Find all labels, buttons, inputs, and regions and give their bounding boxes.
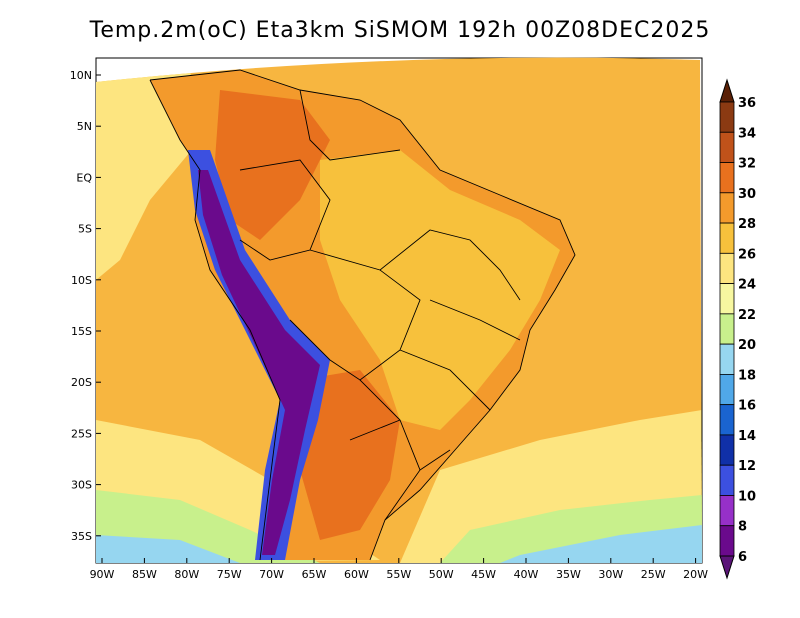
lat-tick-label: 15S [71,325,92,338]
colorbar-label: 36 [738,96,756,111]
land-hot-south [300,370,400,540]
colorbar-segment [719,283,735,315]
colorbar-top-arrow [719,78,735,103]
lat-tick-label: 5S [78,223,92,236]
colorbar-segment [719,464,735,496]
colorbar-label: 6 [738,550,747,565]
colorbar-segment [719,192,735,224]
andes-cold-band [198,170,320,555]
lon-tick-label: 80W [174,568,199,581]
colorbar-label: 32 [738,157,756,172]
colorbar-segment [719,404,735,436]
colorbar-label: 10 [738,489,756,504]
lon-tick-label: 25W [641,568,666,581]
colorbar-segment [719,495,735,527]
colorbar-label: 30 [738,187,756,202]
colorbar-label: 12 [738,459,756,474]
colorbar-label: 8 [738,520,747,535]
lon-tick-label: 45W [471,568,496,581]
ocean-cold-southeast [500,525,702,563]
lon-tick-label: 55W [386,568,411,581]
country-borders [149,69,576,561]
map-title: Temp.2m(oC) Eta3km SiSMOM 192h 00Z08DEC2… [89,18,711,43]
lon-tick-label: 30W [598,568,623,581]
lat-tick-label: 35S [71,530,92,543]
colorbar-segment [719,252,735,284]
lat-tick-label: 30S [71,479,92,492]
land-brazil-interior [320,150,560,430]
lon-tick-label: 65W [302,568,327,581]
lon-tick-label: 20W [683,568,708,581]
lat-tick-label: EQ [76,171,92,184]
lat-tick-label: 25S [71,427,92,440]
longitude-axis: 90W 85W 80W 75W 70W 65W 60W 55W 50W 45W 40W 35W 30W 2… [90,558,708,581]
lat-tick-label: 10S [71,274,92,287]
lat-tick-label: 20S [71,376,92,389]
colorbar-label: 24 [738,278,756,293]
lat-tick-label: 5N [77,120,92,133]
colorbar-segment [719,434,735,466]
colorbar: 36 34 32 30 28 26 24 22 20 18 16 14 12 10 8 6 [719,78,756,580]
colorbar-segment [719,101,735,133]
lon-tick-label: 75W [217,568,242,581]
colorbar-label: 34 [738,126,756,141]
colorbar-bottom-arrow [719,555,735,580]
lon-tick-label: 85W [132,568,157,581]
lon-tick-label: 40W [514,568,539,581]
lon-tick-label: 35W [556,568,581,581]
lon-tick-label: 50W [429,568,454,581]
temperature-field [96,57,702,563]
lon-tick-label: 90W [90,568,115,581]
latitude-axis: 10N 5N EQ 5S 10S 15S 20S 25S 30S 35S [70,69,101,543]
colorbar-label: 18 [738,368,756,383]
lon-tick-label: 70W [259,568,284,581]
colorbar-label: 20 [738,338,756,353]
lat-tick-label: 10N [70,69,92,82]
colorbar-label: 28 [738,217,756,232]
colorbar-segment [719,131,735,163]
lon-tick-label: 60W [344,568,369,581]
colorbar-label: 16 [738,399,756,414]
colorbar-segment [719,343,735,375]
ocean-cold-southwest [96,535,240,563]
colorbar-label: 14 [738,429,756,444]
colorbar-segment [719,162,735,194]
colorbar-segment [719,373,735,406]
colorbar-label: 22 [738,308,756,323]
colorbar-segment [719,222,735,254]
colorbar-label: 26 [738,247,756,262]
colorbar-segment [719,525,735,557]
colorbar-segment [719,313,735,345]
